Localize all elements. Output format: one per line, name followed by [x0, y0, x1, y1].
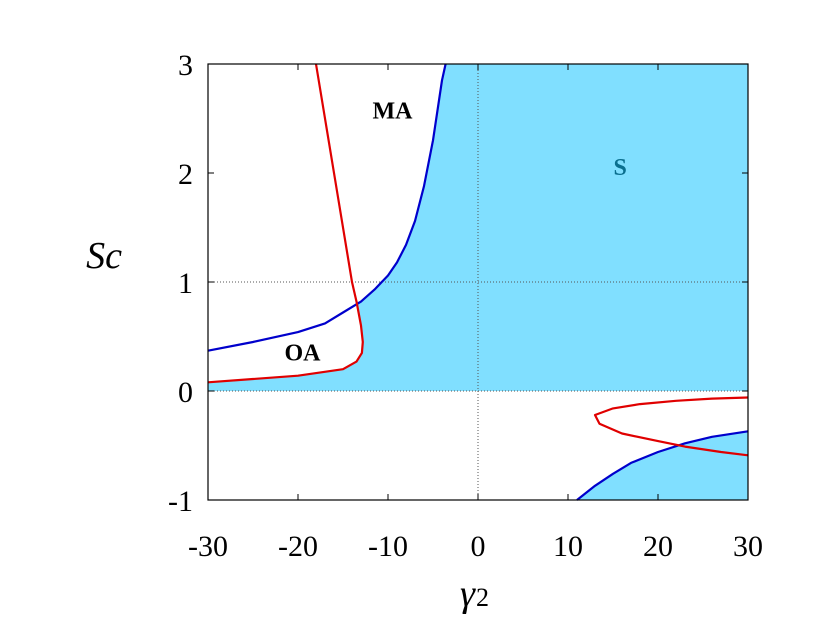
x-axis-label-subscript: 2 [476, 583, 489, 612]
x-tick-label: 10 [553, 530, 583, 563]
boundary-curves [207, 63, 749, 501]
x-tick-label: 30 [733, 530, 763, 563]
region-label-oa: OA [285, 340, 322, 366]
x-tick-label: 20 [643, 530, 673, 563]
region-labels: MA OA S [285, 99, 627, 367]
stable-region-1 [208, 64, 748, 391]
y-tick-label: -1 [168, 485, 193, 518]
x-tick-label: 0 [471, 530, 486, 563]
region-label-s: S [614, 155, 627, 181]
y-tick-label: 2 [178, 158, 193, 191]
y-tick-label: 1 [178, 267, 193, 300]
region-label-ma: MA [373, 99, 414, 125]
x-tick-label: -10 [368, 530, 408, 563]
tick-marks [207, 63, 749, 501]
x-axis-label: γ [460, 573, 476, 615]
blue-curve-1 [207, 63, 447, 352]
red-curve-4 [593, 396, 749, 457]
y-tick-label: 3 [178, 49, 193, 82]
y-axis-label: Sc [86, 235, 122, 277]
blue-curve-2 [576, 430, 749, 501]
stable-region-2 [577, 431, 748, 500]
reference-lines [208, 64, 748, 500]
stability-fill-regions [208, 64, 748, 500]
x-tick-label: -20 [278, 530, 318, 563]
red-curve-3 [207, 63, 364, 384]
y-tick-label: 0 [178, 376, 193, 409]
x-tick-label: -30 [188, 530, 228, 563]
